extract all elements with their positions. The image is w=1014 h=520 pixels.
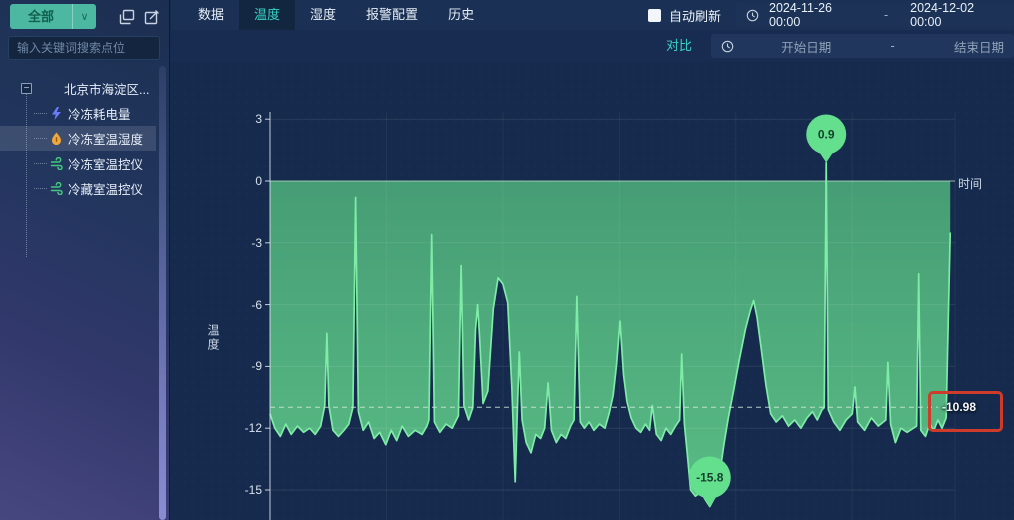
- sidebar: 全部 ∨: [0, 0, 170, 520]
- search-box: [8, 36, 160, 60]
- compare-range-separator: -: [890, 39, 895, 53]
- filter-all-label: 全部: [28, 9, 55, 24]
- tab-humidity[interactable]: 湿度: [310, 7, 337, 22]
- tab-temperature[interactable]: 温度: [239, 0, 296, 30]
- auto-refresh-label: 自动刷新: [669, 8, 722, 24]
- tree-item-fridge-controller[interactable]: 冷藏室温控仪: [0, 176, 156, 201]
- range-end-value[interactable]: 2024-12-02 00:00: [910, 1, 975, 29]
- auto-refresh-checkbox[interactable]: [648, 8, 661, 22]
- filter-all-button[interactable]: 全部 ∨: [10, 4, 97, 29]
- range-start-value[interactable]: 2024-11-26 00:00: [769, 1, 833, 29]
- mark-point-min[interactable]: -15.8: [688, 456, 731, 507]
- compare-range-picker[interactable]: 开始日期 - 结束日期: [711, 34, 1014, 58]
- tab-history[interactable]: 历史: [448, 7, 475, 22]
- y-tick-label: -6: [251, 297, 262, 312]
- top-tab-bar: 数据 温度 湿度 报警配置 历史 自动刷新 2024-11-26 00:00 -…: [171, 0, 1014, 30]
- search-input[interactable]: [8, 36, 160, 60]
- controller-icon: [50, 182, 63, 195]
- auto-refresh-group: 自动刷新: [648, 0, 721, 30]
- annotation-red-box: [928, 391, 1003, 432]
- y-tick-label: 0: [255, 174, 262, 188]
- tree-branch-line: [34, 163, 47, 164]
- compare-start-placeholder[interactable]: 开始日期: [781, 40, 832, 55]
- y-tick-label: -3: [251, 235, 262, 250]
- y-tick-label: -15: [244, 483, 262, 497]
- compare-row: 对比 开始日期 - 结束日期: [171, 30, 1014, 62]
- controller-icon: [50, 157, 63, 170]
- date-range-picker[interactable]: 2024-11-26 00:00 - 2024-12-02 00:00: [736, 1, 1014, 29]
- tabs: 数据 温度 湿度 报警配置 历史: [183, 0, 489, 30]
- collapse-icon[interactable]: −: [21, 83, 32, 94]
- tree-guide-line: [26, 94, 27, 257]
- clock-icon: [746, 9, 759, 22]
- y-tick-label: -9: [251, 359, 262, 374]
- series-line: [269, 161, 952, 508]
- edit-icon[interactable]: [144, 9, 160, 25]
- copy-icon[interactable]: [119, 9, 135, 25]
- series-area: [270, 162, 951, 507]
- tree-root-node[interactable]: − 北京市海淀区...: [0, 76, 170, 101]
- range-separator: -: [883, 8, 889, 22]
- x-axis-name: 时间: [958, 177, 983, 191]
- y-tick-label: 3: [255, 112, 262, 127]
- svg-text:-15.8: -15.8: [696, 470, 724, 484]
- tree-item-freezer-temp-humidity[interactable]: 冷冻室温湿度: [0, 126, 156, 151]
- y-axis-name: 温度: [206, 324, 220, 352]
- tab-alarm-config[interactable]: 报警配置: [366, 7, 419, 22]
- tree-item-freezer-controller[interactable]: 冷冻室温控仪: [0, 151, 156, 176]
- tree-branch-line: [34, 138, 47, 139]
- y-tick-label: -12: [244, 421, 262, 436]
- compare-button[interactable]: 对比: [666, 38, 693, 53]
- temp-humidity-icon: [50, 132, 63, 145]
- compare-end-placeholder[interactable]: 结束日期: [953, 40, 1004, 55]
- tree-root-label: 北京市海淀区...: [64, 83, 150, 97]
- average-value-label: -10.98: [942, 400, 977, 414]
- sidebar-scrollbar[interactable]: [159, 66, 166, 520]
- svg-text:0.9: 0.9: [818, 127, 835, 141]
- clock-icon: [721, 40, 734, 53]
- tree-branch-line: [34, 188, 47, 189]
- device-tree: − 北京市海淀区... 冷冻耗电量 冷冻室温湿度: [0, 76, 170, 257]
- mark-point-max[interactable]: 0.9: [806, 114, 847, 163]
- chevron-down-icon[interactable]: ∨: [72, 4, 96, 29]
- tree-item-freezer-power[interactable]: 冷冻耗电量: [0, 101, 156, 126]
- bolt-icon: [50, 107, 63, 120]
- tab-data[interactable]: 数据: [198, 7, 225, 22]
- tree-branch-line: [34, 113, 47, 114]
- sidebar-toolbar: 全部 ∨: [10, 4, 160, 29]
